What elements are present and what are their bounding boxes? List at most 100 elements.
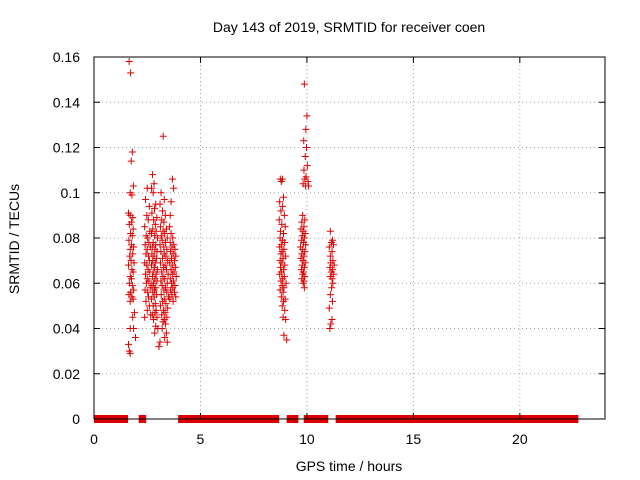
data-point — [150, 216, 158, 224]
data-point — [171, 245, 179, 253]
data-point — [326, 227, 334, 235]
y-tick-label: 0.02 — [53, 366, 80, 382]
data-point — [150, 315, 158, 323]
data-point — [152, 227, 160, 235]
data-point — [161, 334, 169, 342]
y-axis-title: SRMTID / TECUs — [6, 184, 22, 294]
x-tick-label: 5 — [197, 431, 205, 447]
data-point — [157, 291, 165, 299]
data-point — [330, 261, 338, 269]
data-point — [325, 243, 333, 251]
data-point — [282, 279, 290, 287]
data-point — [164, 304, 172, 312]
data-point — [299, 279, 307, 287]
data-point — [157, 277, 165, 285]
data-point — [130, 309, 138, 317]
data-point — [128, 148, 136, 156]
tick-labels: 0 0.02 0.04 0.06 0.08 0.1 0.12 0.14 0.16 0 5 10 15 20 — [53, 49, 528, 447]
data-point — [150, 205, 158, 213]
data-point — [127, 157, 135, 165]
data-point — [151, 220, 159, 228]
data-point — [172, 272, 180, 280]
data-point — [168, 175, 176, 183]
data-point — [167, 198, 175, 206]
data-point — [302, 241, 310, 249]
y-tick-label: 0.16 — [53, 49, 80, 65]
data-point — [330, 241, 338, 249]
data-point — [147, 184, 155, 192]
data-point — [302, 125, 310, 133]
data-point — [142, 279, 150, 287]
data-point — [172, 252, 180, 260]
data-point — [163, 288, 171, 296]
y-tick-label: 0.12 — [53, 140, 80, 156]
data-point — [125, 236, 133, 244]
y-tick-label: 0 — [72, 411, 80, 427]
data-point — [172, 293, 180, 301]
data-point — [303, 162, 311, 170]
data-points — [124, 58, 338, 357]
data-point — [153, 254, 161, 262]
data-point — [159, 254, 167, 262]
data-point — [127, 275, 135, 283]
data-point — [156, 259, 164, 267]
data-point — [162, 300, 170, 308]
data-point — [148, 209, 156, 217]
data-point — [151, 329, 159, 337]
data-point — [325, 304, 333, 312]
data-point — [305, 182, 313, 190]
data-point — [129, 268, 137, 276]
data-point — [299, 211, 307, 219]
data-point — [127, 69, 135, 77]
data-point — [276, 243, 284, 251]
data-point — [279, 229, 287, 237]
x-tick-label: 15 — [406, 431, 422, 447]
data-point — [302, 144, 310, 151]
data-point — [300, 80, 308, 88]
data-point — [158, 311, 166, 319]
data-point — [156, 200, 164, 208]
data-point — [300, 166, 308, 174]
data-point — [147, 295, 155, 303]
data-point — [170, 257, 178, 265]
data-point — [159, 207, 167, 215]
data-point — [281, 306, 289, 314]
data-point — [166, 211, 174, 219]
data-point — [125, 220, 133, 228]
data-point — [158, 268, 166, 276]
data-point — [279, 193, 287, 201]
data-point — [167, 286, 175, 294]
data-point — [125, 58, 133, 66]
data-point — [156, 241, 164, 249]
y-tick-label: 0.08 — [53, 230, 80, 246]
data-point — [279, 202, 287, 210]
data-point — [126, 297, 134, 305]
data-point — [128, 191, 136, 199]
data-point — [168, 291, 176, 299]
data-point — [328, 275, 336, 283]
data-point — [277, 207, 285, 215]
data-point — [167, 229, 175, 237]
data-point — [124, 261, 132, 269]
data-point — [168, 270, 176, 278]
data-point — [283, 336, 291, 344]
x-tick-label: 0 — [90, 431, 98, 447]
data-point — [162, 329, 170, 337]
data-point — [129, 225, 137, 233]
data-point — [156, 223, 164, 231]
data-point — [142, 270, 150, 278]
data-point — [142, 297, 150, 305]
data-point — [280, 211, 288, 219]
data-point — [128, 282, 136, 290]
data-point — [326, 252, 334, 260]
data-point — [159, 132, 167, 140]
data-point — [170, 184, 178, 192]
data-point — [148, 311, 156, 319]
y-tick-label: 0.14 — [53, 94, 80, 110]
data-point — [281, 223, 289, 231]
data-point — [124, 340, 132, 348]
data-point — [278, 302, 286, 310]
data-point — [328, 297, 336, 305]
data-point — [328, 248, 336, 256]
data-point — [126, 245, 134, 253]
